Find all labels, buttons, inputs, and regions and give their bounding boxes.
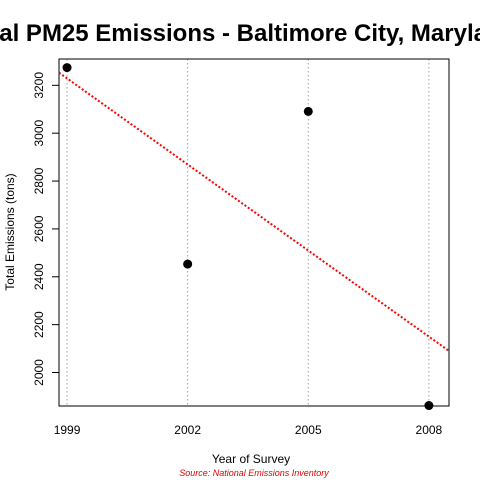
y-tick-label-2800: 2800 bbox=[32, 167, 46, 194]
y-tick-label-2000: 2000 bbox=[32, 359, 46, 386]
x-axis-label: Year of Survey bbox=[212, 452, 290, 466]
y-tick-label-3000: 3000 bbox=[32, 120, 46, 147]
data-point-2002 bbox=[183, 259, 193, 269]
y-tick-label-2600: 2600 bbox=[32, 215, 46, 242]
x-tick-label-2008: 2008 bbox=[416, 423, 443, 437]
x-axis: 1999 2002 2005 2008 bbox=[54, 423, 443, 437]
data-point-1999 bbox=[62, 63, 72, 73]
x-tick-label-1999: 1999 bbox=[54, 423, 81, 437]
y-axis-label: Total Emissions (tons) bbox=[3, 173, 17, 290]
y-tick-label-2200: 2200 bbox=[32, 311, 46, 338]
chart-title: Total PM25 Emissions - Baltimore City, M… bbox=[0, 20, 480, 47]
data-points bbox=[62, 63, 434, 411]
source-caption: Source: National Emissions Inventory bbox=[179, 468, 329, 478]
vertical-gridlines bbox=[66, 59, 430, 406]
data-point-2008 bbox=[424, 401, 434, 411]
y-tick-label-2400: 2400 bbox=[32, 263, 46, 290]
x-tick-label-2002: 2002 bbox=[174, 423, 201, 437]
plot-area-frame bbox=[58, 58, 450, 407]
y-tick-label-3200: 3200 bbox=[32, 72, 46, 99]
trend-line bbox=[58, 71, 450, 352]
y-axis: 2000 2200 2400 2600 2800 3000 3200 bbox=[32, 72, 59, 386]
trend-line-layer bbox=[58, 71, 450, 352]
data-point-2005 bbox=[303, 106, 313, 116]
x-tick-label-2005: 2005 bbox=[295, 423, 322, 437]
